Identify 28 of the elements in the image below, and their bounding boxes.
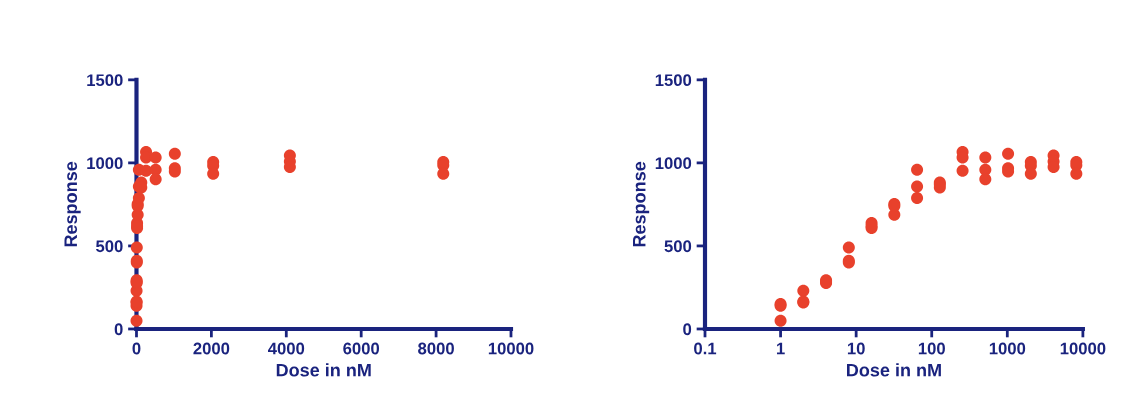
x-axis-title: Dose in nM xyxy=(847,363,941,377)
y-tick-label: 500 xyxy=(96,240,123,253)
x-tick-label: 2000 xyxy=(193,342,230,355)
x-tick-label: 100 xyxy=(918,342,945,355)
y-tick-label: 500 xyxy=(664,240,692,253)
point xyxy=(130,241,143,254)
x-tick-label: 0.1 xyxy=(694,342,717,355)
x-tick-label: 6000 xyxy=(343,342,380,355)
x-tick-label: 10000 xyxy=(1060,342,1106,355)
x-axis-title: Dose in nM xyxy=(276,363,371,377)
x-tick-label: 1000 xyxy=(989,342,1026,355)
y-axis-title: Response xyxy=(633,161,650,247)
point xyxy=(149,173,162,186)
x-tick-label: 0 xyxy=(132,342,141,355)
x-tick-label: 10000 xyxy=(488,342,534,355)
y-tick-label: 1000 xyxy=(87,157,123,170)
y-axis-title: Response xyxy=(64,161,81,247)
y-tick-label: 1000 xyxy=(655,157,692,170)
y-tick-label: 0 xyxy=(683,323,692,336)
x-tick-label: 8000 xyxy=(418,342,454,355)
x-tick-label: 4000 xyxy=(268,342,305,355)
y-tick-label: 1500 xyxy=(655,74,692,87)
point xyxy=(130,314,143,327)
point xyxy=(168,147,181,160)
x-tick-label: 1 xyxy=(776,342,785,355)
x-tick-label: 10 xyxy=(847,342,865,355)
y-tick-label: 1500 xyxy=(87,74,123,87)
y-tick-label: 0 xyxy=(114,323,123,336)
